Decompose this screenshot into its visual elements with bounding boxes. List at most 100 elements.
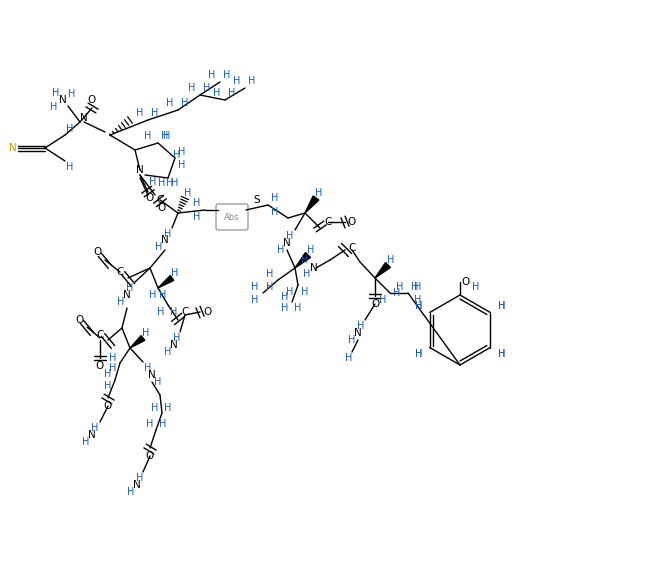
Text: O: O xyxy=(146,193,154,203)
Text: C: C xyxy=(181,307,189,317)
Text: Abs: Abs xyxy=(225,212,239,222)
Text: H: H xyxy=(379,295,387,305)
Text: H: H xyxy=(173,333,180,343)
Text: C: C xyxy=(116,267,124,277)
Text: H: H xyxy=(164,229,172,239)
Text: O: O xyxy=(104,401,112,411)
Text: N: N xyxy=(59,95,67,105)
Text: H: H xyxy=(49,102,57,112)
Text: H: H xyxy=(301,287,309,297)
Text: H: H xyxy=(193,198,201,208)
Text: H: H xyxy=(68,89,76,99)
Text: H: H xyxy=(157,307,165,317)
Text: H: H xyxy=(397,282,404,292)
Text: C: C xyxy=(96,330,104,340)
Text: N: N xyxy=(123,290,131,300)
Text: O: O xyxy=(204,307,212,317)
Text: O: O xyxy=(146,451,154,461)
Text: N: N xyxy=(170,340,178,350)
Text: N: N xyxy=(88,430,96,440)
Text: O: O xyxy=(75,315,83,325)
Text: S: S xyxy=(254,195,260,205)
Text: H: H xyxy=(387,255,395,265)
Text: H: H xyxy=(286,287,294,297)
Text: H: H xyxy=(345,353,352,363)
Text: H: H xyxy=(228,88,236,98)
Polygon shape xyxy=(130,336,145,348)
Text: N: N xyxy=(9,143,17,153)
Text: H: H xyxy=(127,487,135,497)
Text: H: H xyxy=(166,98,174,108)
Text: H: H xyxy=(158,178,165,188)
Text: H: H xyxy=(127,283,134,293)
Text: H: H xyxy=(498,349,506,359)
Text: H: H xyxy=(208,70,215,80)
Text: H: H xyxy=(136,108,143,118)
Text: H: H xyxy=(178,147,186,157)
Text: H: H xyxy=(166,178,174,188)
Text: H: H xyxy=(104,369,112,379)
Text: C: C xyxy=(324,217,332,227)
Text: H: H xyxy=(66,124,74,134)
Text: H: H xyxy=(171,268,178,278)
Text: H: H xyxy=(181,98,189,108)
Text: H: H xyxy=(358,321,365,331)
Text: N: N xyxy=(354,328,362,338)
Text: H: H xyxy=(251,282,259,292)
Text: H: H xyxy=(170,307,178,317)
Text: O: O xyxy=(371,299,379,309)
Text: H: H xyxy=(415,349,422,359)
Text: H: H xyxy=(315,188,323,198)
Text: H: H xyxy=(164,403,172,413)
Text: H: H xyxy=(281,292,289,302)
Text: H: H xyxy=(223,70,230,80)
Text: H: H xyxy=(109,363,117,373)
Text: H: H xyxy=(203,83,211,93)
Text: H: H xyxy=(472,282,480,292)
Text: H: H xyxy=(415,301,422,311)
Text: O: O xyxy=(158,203,166,213)
Text: O: O xyxy=(348,217,356,227)
Text: H: H xyxy=(142,328,150,338)
FancyBboxPatch shape xyxy=(216,204,248,230)
Text: H: H xyxy=(144,131,152,141)
Text: H: H xyxy=(92,423,99,433)
Text: H: H xyxy=(151,403,159,413)
Text: H: H xyxy=(498,301,506,311)
Polygon shape xyxy=(158,276,174,288)
Text: H: H xyxy=(266,269,274,279)
Text: H: H xyxy=(271,193,278,203)
Text: C: C xyxy=(156,195,164,205)
Text: H: H xyxy=(146,419,154,429)
Text: H: H xyxy=(154,377,162,387)
Text: H: H xyxy=(393,288,400,298)
Text: H: H xyxy=(117,297,125,307)
Text: H: H xyxy=(104,381,112,391)
Text: H: H xyxy=(414,295,422,305)
Text: N: N xyxy=(310,263,318,273)
Text: H: H xyxy=(155,242,163,252)
Text: N: N xyxy=(161,235,169,245)
Text: H: H xyxy=(415,349,422,359)
Text: H: H xyxy=(188,83,196,93)
Text: H: H xyxy=(498,301,506,311)
Text: H: H xyxy=(294,303,302,313)
Polygon shape xyxy=(295,253,310,268)
Text: H: H xyxy=(178,160,186,170)
Text: H: H xyxy=(308,245,315,255)
Text: H: H xyxy=(193,212,201,222)
Text: H: H xyxy=(281,303,289,313)
Text: H: H xyxy=(271,207,278,217)
Text: H: H xyxy=(53,88,60,98)
Text: O: O xyxy=(462,277,470,287)
Text: O: O xyxy=(96,361,104,371)
Text: H: H xyxy=(249,76,256,86)
Text: H: H xyxy=(82,437,90,447)
Text: H: H xyxy=(301,255,309,265)
Text: H: H xyxy=(173,150,180,160)
Text: N: N xyxy=(80,113,88,123)
Text: N: N xyxy=(148,370,156,380)
Text: H: H xyxy=(159,290,167,300)
Text: H: H xyxy=(415,301,422,311)
Text: N: N xyxy=(283,238,291,248)
